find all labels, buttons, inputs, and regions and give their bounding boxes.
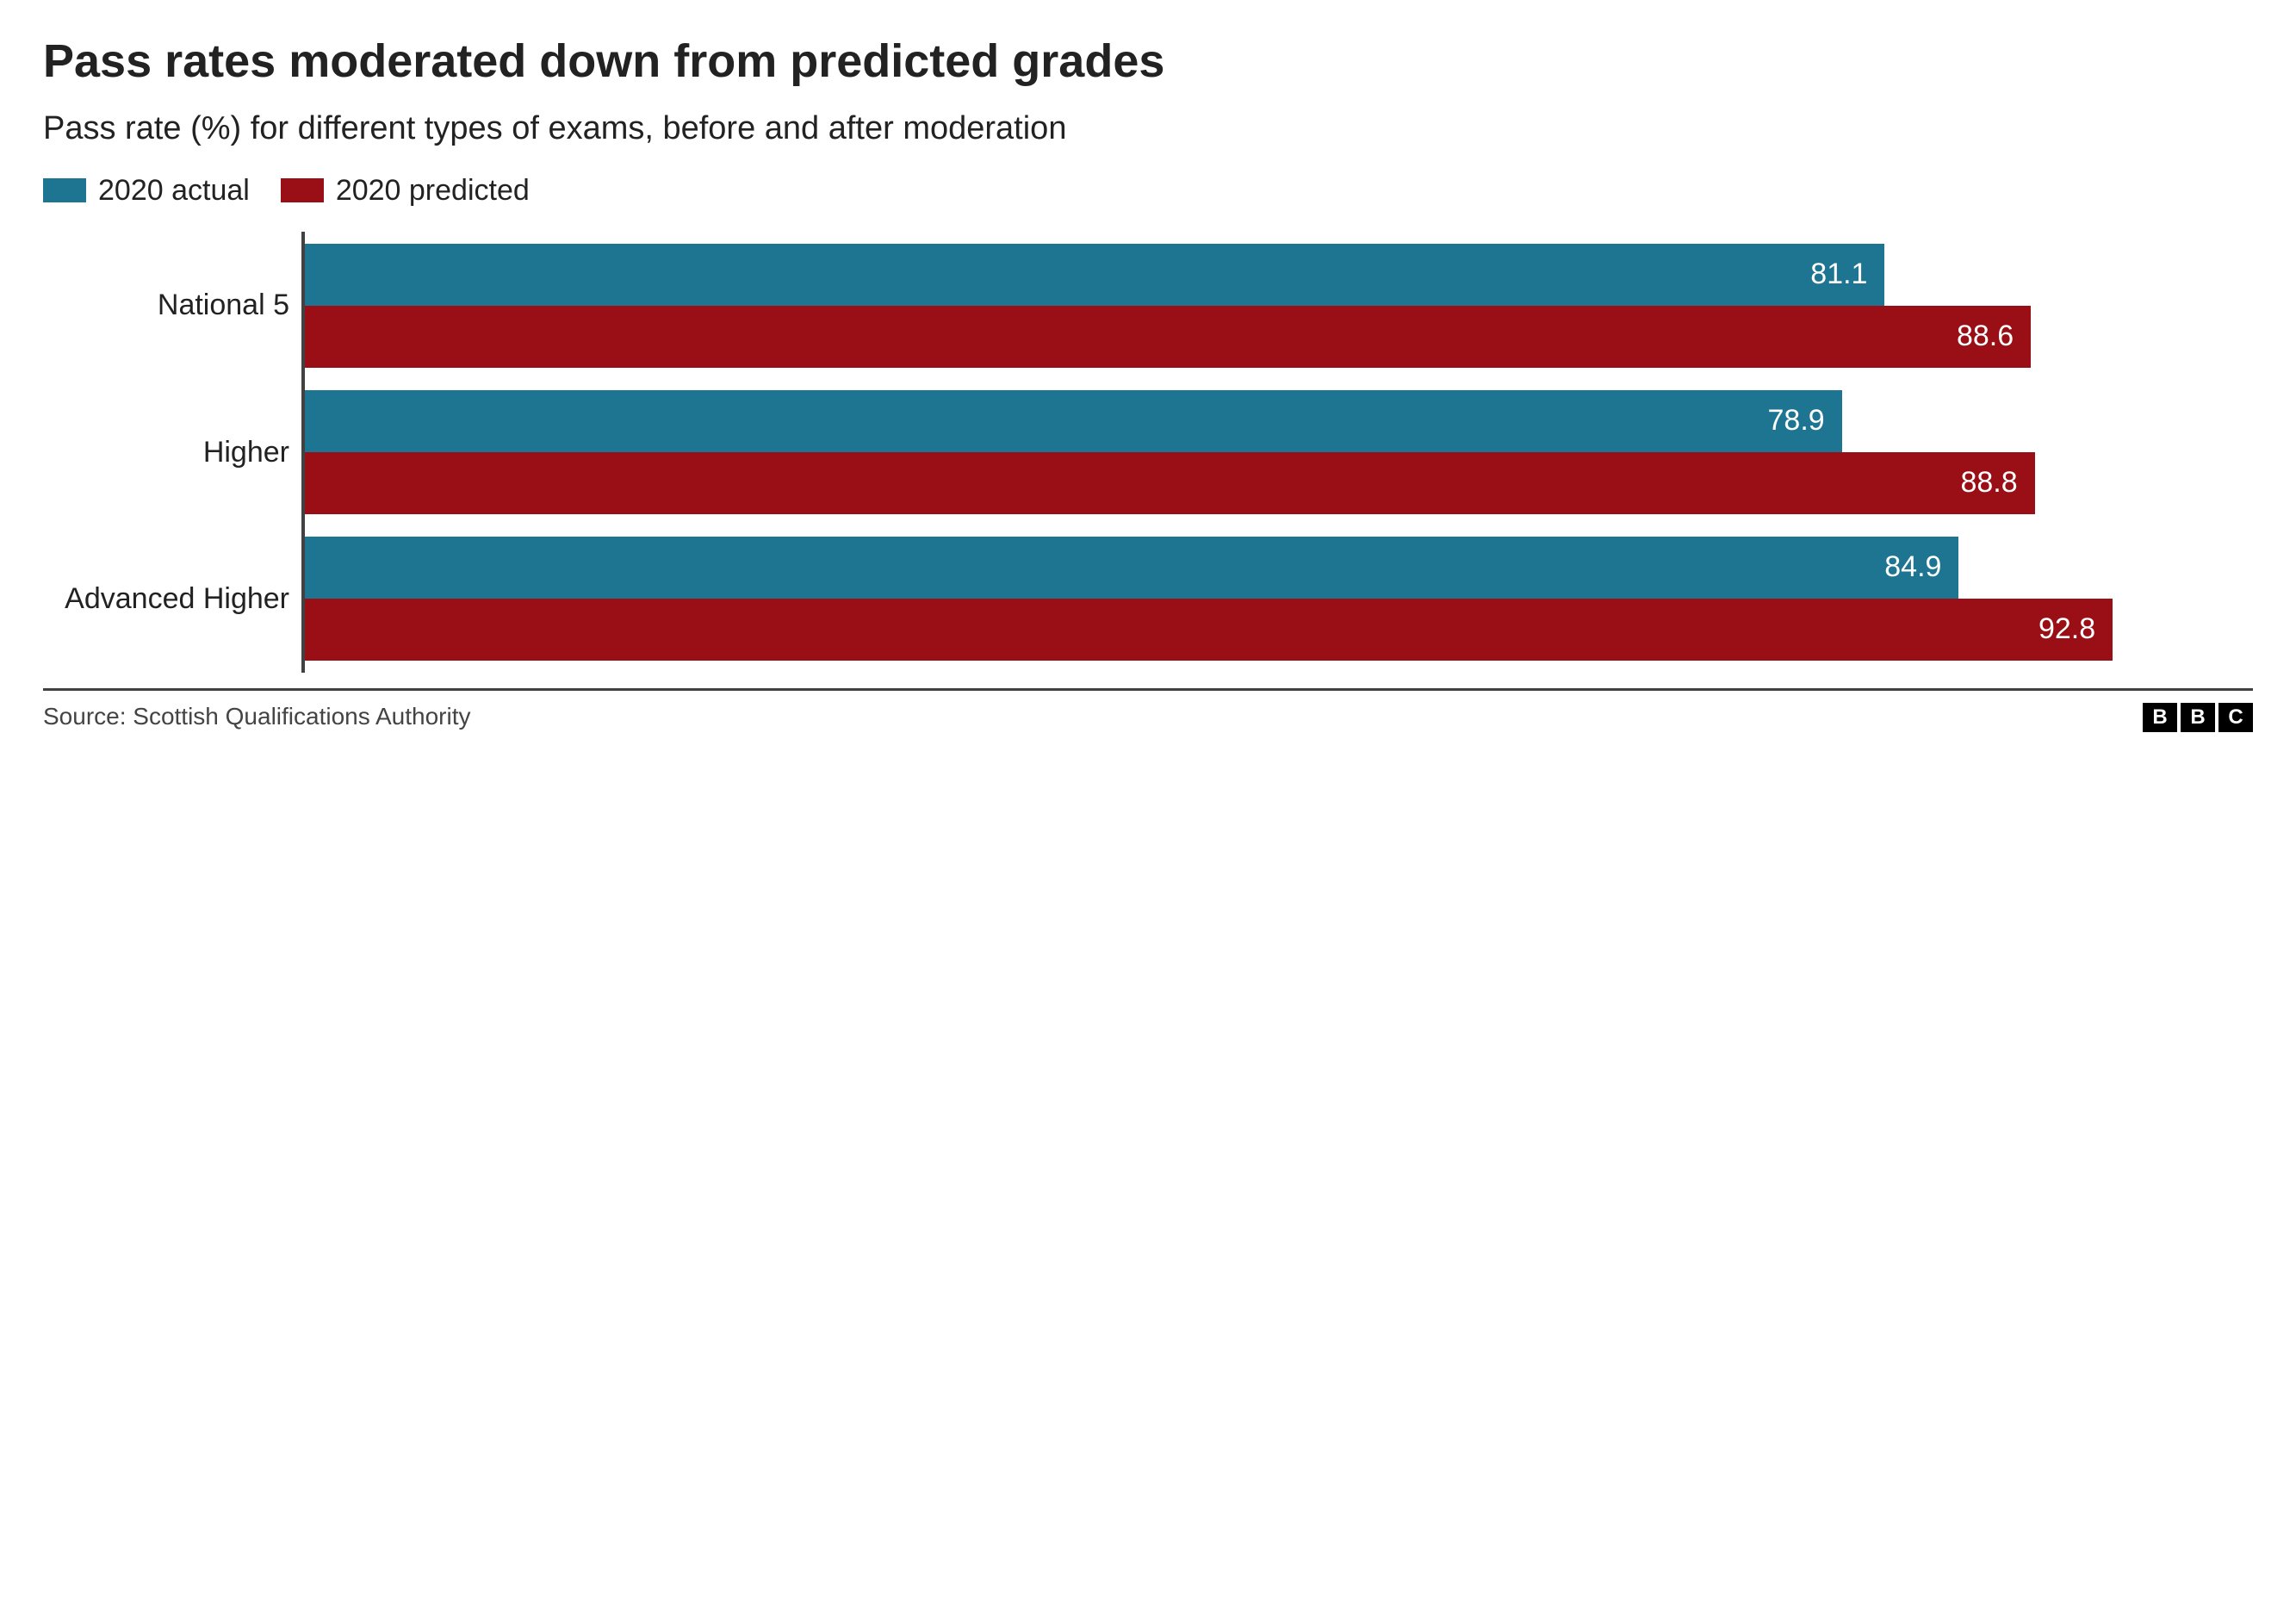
legend: 2020 actual 2020 predicted [43, 174, 2253, 208]
bar-group: 81.1 88.6 [305, 244, 2253, 368]
legend-item-actual: 2020 actual [43, 174, 250, 208]
logo-letter: B [2143, 703, 2177, 732]
y-label: Advanced Higher [43, 525, 289, 672]
y-label: National 5 [43, 232, 289, 378]
y-label: Higher [43, 379, 289, 525]
legend-swatch-actual [43, 178, 86, 202]
chart-subtitle: Pass rate (%) for different types of exa… [43, 109, 2253, 150]
footer: Source: Scottish Qualifications Authorit… [43, 688, 2253, 732]
bar-group: 78.9 88.8 [305, 390, 2253, 514]
bar-predicted: 92.8 [305, 599, 2113, 661]
bbc-logo: B B C [2143, 703, 2253, 732]
chart-title: Pass rates moderated down from predicted… [43, 34, 2253, 88]
legend-item-predicted: 2020 predicted [281, 174, 530, 208]
bar-actual: 84.9 [305, 537, 1958, 599]
plot-area: 81.1 88.6 78.9 88.8 84.9 92.8 [301, 232, 2253, 673]
bar-group: 84.9 92.8 [305, 537, 2253, 661]
y-axis-labels: National 5 Higher Advanced Higher [43, 232, 301, 673]
bar-actual: 81.1 [305, 244, 1884, 306]
bar-predicted: 88.8 [305, 452, 2035, 514]
bar-predicted: 88.6 [305, 306, 2031, 368]
logo-letter: B [2181, 703, 2215, 732]
source-text: Source: Scottish Qualifications Authorit… [43, 703, 470, 730]
chart-area: National 5 Higher Advanced Higher 81.1 8… [43, 232, 2253, 673]
legend-label-actual: 2020 actual [98, 174, 250, 208]
legend-label-predicted: 2020 predicted [336, 174, 530, 208]
logo-letter: C [2218, 703, 2253, 732]
bar-actual: 78.9 [305, 390, 1842, 452]
legend-swatch-predicted [281, 178, 324, 202]
